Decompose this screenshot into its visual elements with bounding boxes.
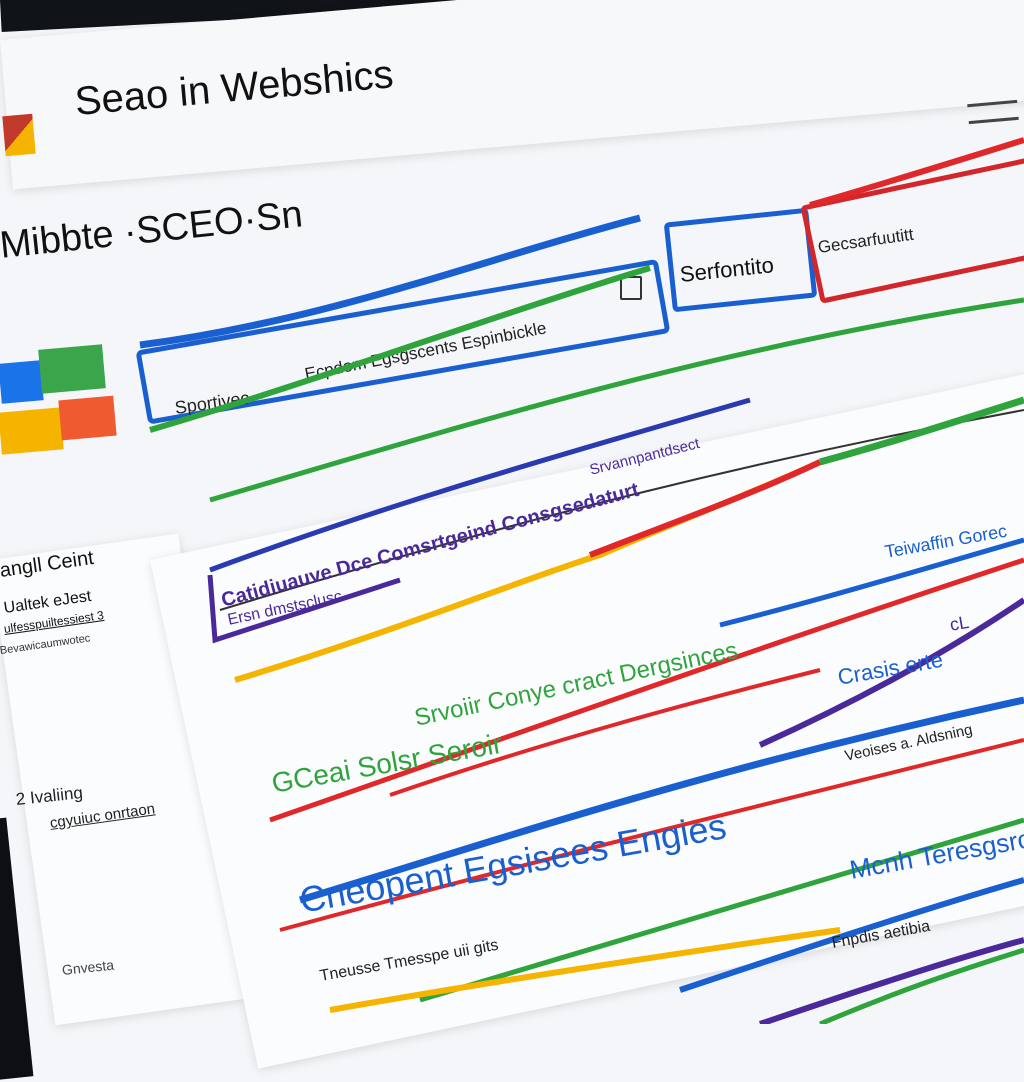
stroke-blue-4	[679, 877, 1024, 993]
stroke-blue-top	[139, 214, 641, 349]
stroke-green-top	[149, 265, 651, 433]
stroke-blue-3	[298, 696, 1024, 904]
stroke-red-top	[809, 137, 1024, 208]
stroke-purple-card	[207, 574, 401, 644]
stroke-blue-2	[719, 537, 1024, 628]
stroke-green-4	[819, 947, 1024, 1024]
stroke-green-1	[209, 297, 1024, 503]
stroke-purple-2	[759, 937, 1024, 1024]
stroke-blue-1	[209, 397, 751, 573]
stroke-green-3	[419, 817, 1024, 1003]
stroke-gray-1	[219, 409, 1024, 611]
side-mark: cL	[948, 611, 971, 635]
stroke-red-2	[269, 557, 1024, 823]
strokes-layer	[139, 137, 1024, 1024]
stroke-red-4	[279, 738, 1024, 932]
stroke-yellow-2	[329, 927, 841, 1013]
stroke-purple-1	[758, 597, 1024, 748]
stroke-red-1	[588, 459, 822, 558]
stroke-red-3	[389, 668, 821, 797]
stroke-green-2	[819, 396, 1024, 466]
